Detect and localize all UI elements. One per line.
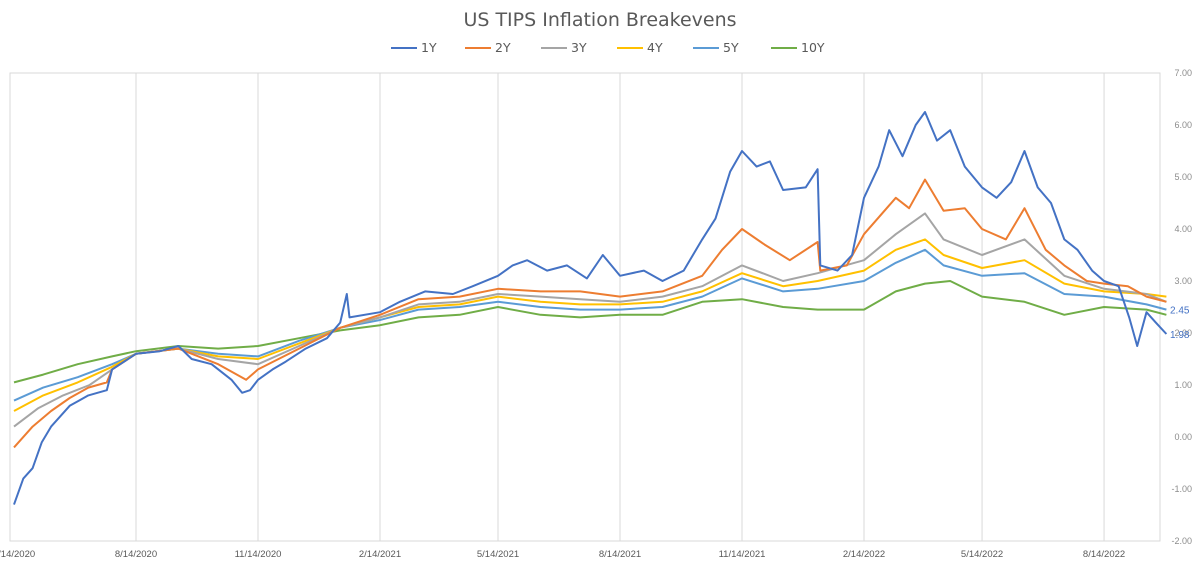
legend-item-4y: 4Y (617, 40, 663, 55)
x-tick-label: 5/14/2021 (477, 549, 519, 560)
y-tick-label: 5.00 (1174, 172, 1192, 182)
x-tick-label: 8/14/2022 (1083, 549, 1125, 560)
legend-label: 4Y (647, 40, 663, 55)
legend-item-10y: 10Y (771, 40, 825, 55)
legend-label: 10Y (801, 40, 825, 55)
y-tick-label: 2.00 (1174, 328, 1192, 338)
legend-label: 2Y (495, 40, 511, 55)
x-axis: 5/14/2020 8/14/2020 11/14/2020 2/14/2021 5/1… (0, 549, 1125, 560)
y-tick-label: 1.00 (1174, 380, 1192, 390)
x-tick-label: 2/14/2022 (843, 549, 885, 560)
y-tick-label: 7.00 (1174, 68, 1192, 78)
series-line-2y (13, 178, 1167, 449)
series-line-3y (13, 212, 1167, 428)
end-labels: 2.45 1.98 (1170, 306, 1190, 341)
legend-item-3y: 3Y (541, 40, 587, 55)
series-line-4y (13, 238, 1167, 412)
x-tick-label: 11/14/2021 (719, 549, 766, 560)
end-label: 1.98 (1170, 330, 1190, 341)
x-tick-label: 8/14/2020 (115, 549, 157, 560)
series-layer (13, 111, 1168, 505)
end-label: 2.45 (1170, 306, 1190, 317)
chart-title: US TIPS Inflation Breakevens (463, 9, 736, 31)
y-tick-label: 6.00 (1174, 120, 1192, 130)
legend-item-2y: 2Y (465, 40, 511, 55)
x-tick-label: 11/14/2020 (235, 549, 282, 560)
y-tick-label: 4.00 (1174, 224, 1192, 234)
y-tick-label: -2.00 (1171, 536, 1192, 546)
y-tick-label: 3.00 (1174, 276, 1192, 286)
series-line-10y (13, 280, 1167, 384)
x-tick-label: 5/14/2022 (961, 549, 1003, 560)
legend: 1Y 2Y 3Y 4Y 5Y 10Y (391, 40, 825, 55)
series-line-1y (13, 111, 1168, 505)
legend-item-5y: 5Y (693, 40, 739, 55)
legend-label: 5Y (723, 40, 739, 55)
plot-area-border (9, 72, 1161, 542)
y-tick-label: -1.00 (1171, 484, 1192, 494)
x-tick-label: 2/14/2021 (359, 549, 401, 560)
legend-label: 1Y (421, 40, 437, 55)
legend-label: 3Y (571, 40, 587, 55)
x-tick-label: 5/14/2020 (0, 549, 35, 560)
legend-item-1y: 1Y (391, 40, 437, 55)
grid-lines (9, 72, 1161, 542)
y-axis: -2.00 -1.00 0.00 1.00 2.00 3.00 4.00 5.00 6.00 7.… (1171, 68, 1192, 546)
y-tick-label: 0.00 (1174, 432, 1192, 442)
x-tick-label: 8/14/2021 (599, 549, 641, 560)
